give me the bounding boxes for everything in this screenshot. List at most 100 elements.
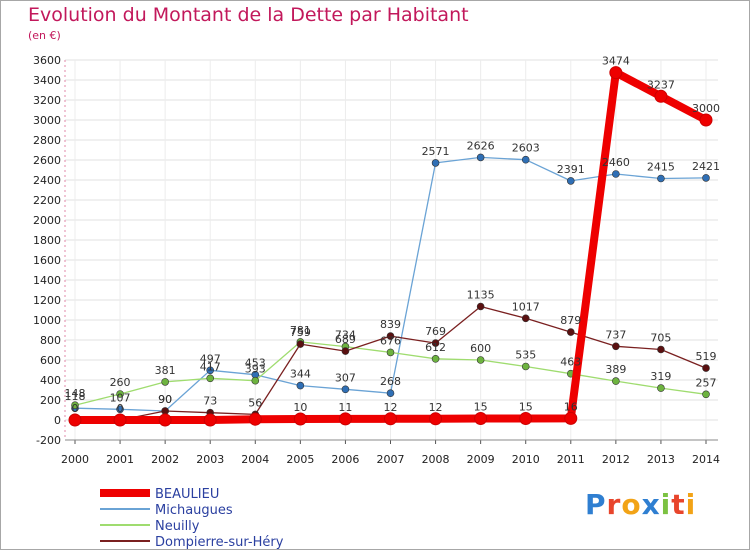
data-label: 0 [117, 402, 124, 415]
data-label: 10 [293, 401, 307, 414]
data-label: 2415 [647, 161, 675, 174]
data-label: 3237 [647, 78, 675, 91]
x-tick-label: 2012 [602, 453, 630, 466]
data-point [158, 413, 172, 427]
data-label: 612 [425, 341, 446, 354]
data-point [702, 364, 710, 372]
legend-label: Neuilly [155, 519, 200, 534]
data-point [386, 389, 395, 398]
data-label: 676 [380, 334, 401, 347]
x-tick-label: 2013 [647, 453, 675, 466]
data-point [203, 413, 217, 427]
data-point [521, 155, 530, 164]
y-tick-label: 800 [40, 334, 61, 347]
legend-label: Michaugues [155, 503, 233, 518]
x-tick-label: 2003 [196, 453, 224, 466]
data-point [248, 412, 262, 426]
proxiti-logo: Proxiti [585, 488, 697, 521]
y-tick-label: 1600 [33, 254, 61, 267]
y-tick-label: 2600 [33, 154, 61, 167]
data-point [521, 314, 530, 323]
y-tick-label: 2400 [33, 174, 61, 187]
x-tick-label: 2004 [241, 453, 269, 466]
data-label: 497 [200, 352, 221, 365]
x-tick-label: 2010 [512, 453, 540, 466]
x-tick-label: 2002 [151, 453, 179, 466]
data-label: 2571 [422, 145, 450, 158]
y-tick-label: 1200 [33, 294, 61, 307]
data-point [341, 347, 350, 355]
data-point [206, 366, 215, 375]
data-point [71, 401, 79, 410]
data-point [116, 390, 124, 398]
data-label: 11 [338, 401, 352, 414]
data-label: 600 [470, 342, 491, 355]
data-label: 73 [203, 395, 217, 408]
data-label: 319 [650, 370, 671, 383]
data-point [206, 374, 215, 383]
x-tick-label: 2005 [286, 453, 314, 466]
data-point [296, 381, 305, 390]
data-label: 118 [65, 390, 86, 403]
data-label: 759 [290, 326, 311, 339]
data-point [521, 362, 530, 371]
x-tick-label: 2001 [106, 453, 134, 466]
data-point [116, 405, 124, 414]
data-point [476, 302, 485, 311]
data-point [654, 89, 668, 103]
chart-title: Evolution du Montant de la Dette par Hab… [28, 4, 469, 26]
data-label: 463 [560, 356, 581, 369]
data-label: 839 [380, 318, 401, 331]
data-label: 879 [560, 314, 581, 327]
data-point [699, 113, 713, 127]
data-label: 12 [429, 401, 443, 414]
data-label: 12 [384, 401, 398, 414]
data-label: 2626 [467, 139, 495, 152]
data-point [612, 377, 620, 385]
data-point [566, 328, 575, 336]
data-point [431, 354, 440, 363]
data-point [431, 339, 440, 347]
data-point [161, 407, 169, 415]
data-point [519, 412, 533, 425]
y-tick-label: 1000 [33, 314, 61, 327]
data-point [338, 412, 352, 426]
data-label: 781 [290, 324, 311, 337]
data-point [657, 345, 665, 354]
data-label: 257 [696, 376, 717, 389]
data-label: 2460 [602, 156, 630, 169]
chart-subtitle: (en €) [28, 29, 61, 42]
data-point [296, 340, 305, 348]
data-label: 15 [474, 401, 488, 414]
y-tick-label: -200 [36, 434, 61, 447]
y-tick-label: 400 [40, 374, 61, 387]
data-point [251, 376, 260, 385]
data-label: 2421 [692, 160, 720, 173]
data-label: 2603 [512, 142, 540, 155]
y-tick-label: 2800 [33, 134, 61, 147]
data-label: 737 [605, 328, 626, 341]
data-label: 344 [290, 368, 311, 381]
x-tick-label: 2014 [692, 453, 720, 466]
data-label: 519 [696, 350, 717, 363]
y-tick-label: 0 [54, 414, 61, 427]
data-label: 769 [425, 325, 446, 338]
y-tick-label: 3200 [33, 94, 61, 107]
data-point [341, 385, 350, 394]
data-point [386, 332, 395, 340]
data-point [386, 348, 395, 357]
data-label: 16 [564, 400, 578, 413]
data-point [702, 174, 710, 182]
y-tick-label: 3400 [33, 74, 61, 87]
data-label: 90 [158, 393, 172, 406]
x-tick-label: 2009 [467, 453, 495, 466]
x-tick-label: 2011 [557, 453, 585, 466]
data-label: 381 [155, 364, 176, 377]
y-tick-label: 2000 [33, 214, 61, 227]
data-point [431, 159, 440, 167]
data-label: 535 [515, 349, 536, 362]
data-point [564, 411, 578, 425]
y-tick-label: 200 [40, 394, 61, 407]
data-point [566, 177, 575, 185]
